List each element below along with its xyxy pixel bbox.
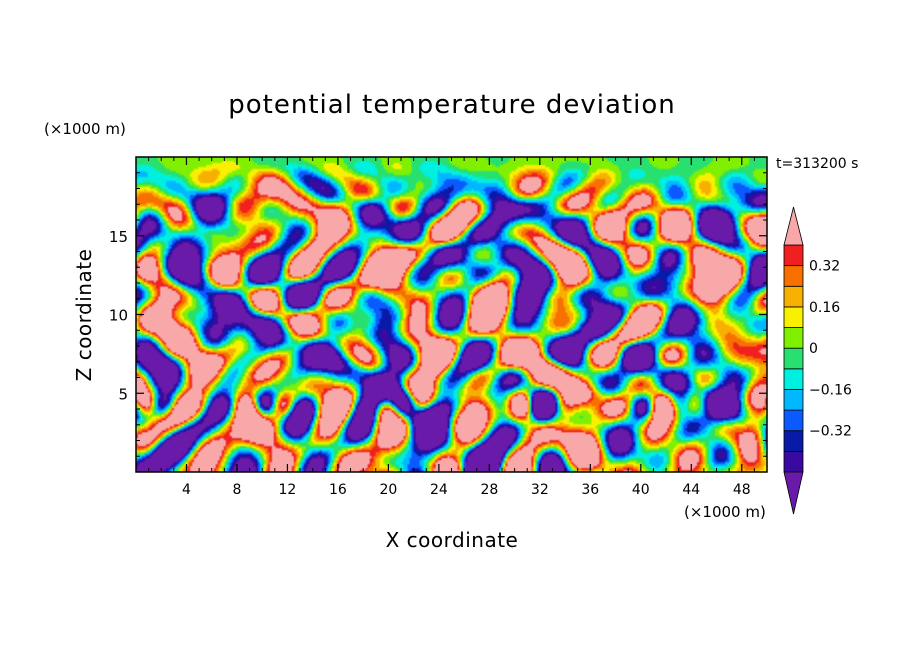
colorbar-min-arrow [783,471,804,515]
colorbar-segment [783,244,804,267]
x-tick-label: 16 [329,482,347,498]
colorbar-label: −0.16 [809,382,852,398]
colorbar: 0.32 0.16 0 −0.16 −0.32 [783,206,852,515]
contour-field [136,157,767,472]
chart-title: potential temperature deviation [228,90,675,120]
x-tick-label: 8 [232,482,241,498]
colorbar-segment [783,450,804,473]
colorbar-label: 0.16 [809,300,840,316]
contour-field-image [136,157,767,472]
x-tick-label: 24 [430,482,448,498]
x-axis-label: X coordinate [386,528,519,552]
y-tick-label: 15 [109,228,128,246]
y-unit-label: (×1000 m) [44,120,126,138]
colorbar-segment [783,306,804,328]
y-tick-label: 5 [118,385,128,403]
time-label: t=313200 s [776,156,858,172]
colorbar-segment [783,430,804,452]
x-tick-label: 40 [632,482,650,498]
colorbar-segment [783,285,804,308]
colorbar-max-arrow [783,206,804,246]
x-tick-label: 44 [682,482,700,498]
colorbar-segment [783,347,804,370]
y-axis: 5 10 15 [109,172,767,457]
colorbar-label: 0.32 [809,259,840,275]
x-tick-label: 12 [279,482,297,498]
y-axis-label: Z coordinate [72,249,96,382]
x-tick-label: 36 [581,482,599,498]
x-unit-label: (×1000 m) [684,503,766,521]
x-tick-label: 20 [379,482,397,498]
x-tick-label: 48 [733,482,751,498]
x-tick-label: 4 [182,482,191,498]
colorbar-segment [783,389,804,411]
colorbar-segment [783,265,804,287]
colorbar-segment [783,327,804,349]
x-tick-label: 32 [531,482,549,498]
x-axis: 4 8 12 16 20 24 28 32 36 40 44 48 [148,157,755,498]
colorbar-label: 0 [809,341,818,357]
colorbar-segment [783,368,804,390]
colorbar-label: −0.32 [809,424,852,440]
x-tick-label: 28 [480,482,498,498]
y-tick-label: 10 [109,307,128,325]
colorbar-segment [783,409,804,432]
